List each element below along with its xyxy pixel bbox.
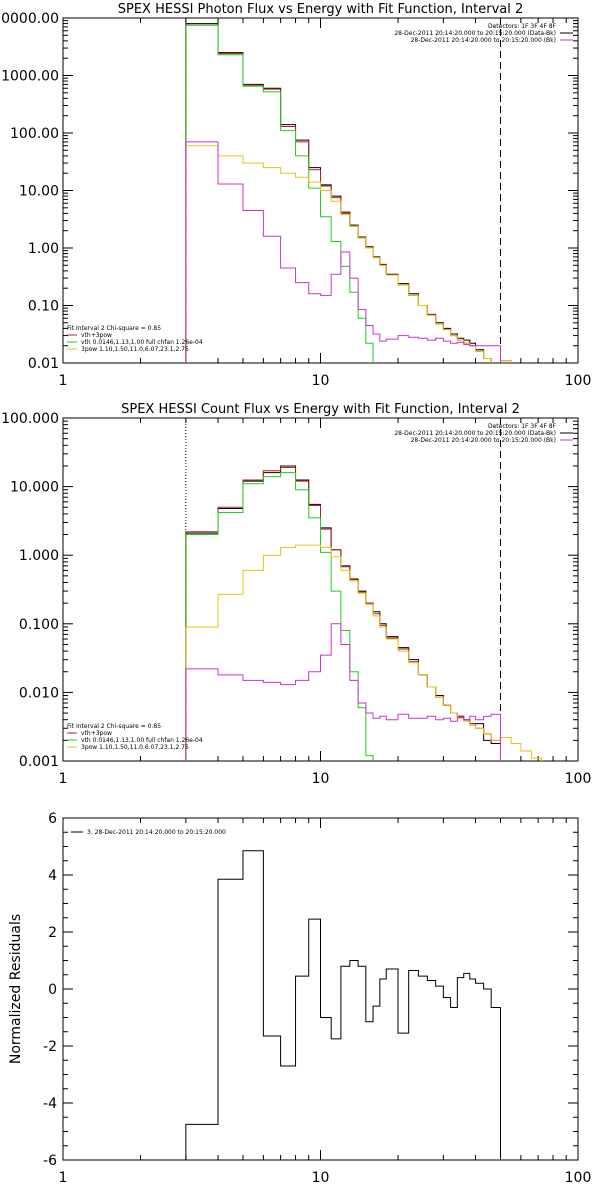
legend-fit-info: Fit Interval 2 Chi-square = 0.85 [67,723,161,730]
header-line: 28-Dec-2011 20:14:20.000 to 20:15:20.000… [394,430,556,437]
panel-3: 1 10 100 -6 -4 -2 0 2 4 6 Normalized Residuals 3, 2… [8,811,591,1186]
y-tick-label: 100.00 [10,126,59,142]
series-2-line [185,466,501,761]
y-tick-label: 6 [48,811,57,827]
x-tick-label: 1 [59,1170,68,1186]
chart-title: SPEX HESSI Photon Flux vs Energy with Fi… [118,2,524,17]
legend-label: vth 0.0146,1.13,1.00 full chfan 1.26e-04 [81,737,203,744]
y-tick-label: 1000.00 [1,69,59,85]
header-line: 28-Dec-2011 20:14:20.000 to 20:15:20.000… [394,30,556,37]
x-tick-label: 10 [312,373,330,389]
x-tick-label: 100 [565,771,592,787]
x-tick-label: 10 [312,771,330,787]
legend-label: vth+3pow [81,730,112,737]
legend-label: 3pow 1.10,1.50,11.0,6.07,23.1,2.75 [81,346,189,353]
series-group [185,465,542,761]
y-tick-label: 100.000 [1,411,59,427]
y-tick-label: 10.00 [19,184,59,200]
header-line: 28-Dec-2011 20:14:20.000 to 20:15:20.000… [411,37,556,44]
series-5-line [185,623,501,761]
y-tick-label: 0.001 [19,754,59,770]
y-tick-label: 10.000 [10,480,59,496]
header-line: Detectors: 1F 3F 4F 8F [488,23,557,30]
y-tick-label: 0.10 [28,299,59,315]
y-tick-label: 0000.00 [1,11,59,27]
y-tick-label: 0.01 [28,356,59,372]
series-4-line [185,544,542,761]
legend-label: vth+3pow [81,332,112,339]
y-tick-label: -4 [43,1096,57,1112]
y-tick-label: 1.000 [19,548,59,564]
chart-title: SPEX HESSI Count Flux vs Energy with Fit… [121,402,520,417]
legend-label: 3pow 1.10,1.50,11.0,6.07,23.1,2.75 [81,744,189,751]
header-line: Detectors: 1F 3F 4F 8F [488,423,557,430]
series-group [185,23,512,363]
series-4-line [185,145,512,363]
panel-1: SPEX HESSI Photon Flux vs Energy with Fi… [1,2,591,389]
y-tick-label: 0.010 [19,685,59,701]
legend-fit-info: Fit Interval 2 Chi-square = 0.85 [67,325,161,332]
series-1-line [185,23,492,363]
x-tick-label: 10 [312,1170,330,1186]
series-2-line [185,24,512,363]
y-tick-label: 0.100 [19,617,59,633]
y-tick-label: -6 [43,1153,57,1169]
series-1-line [185,850,501,1160]
series-5-line [185,141,501,363]
y-axis-label: Normalized Residuals [8,914,24,1064]
y-tick-label: 4 [48,868,57,884]
y-tick-label: 2 [48,925,57,941]
x-tick-label: 1 [59,373,68,389]
x-tick-label: 1 [59,771,68,787]
series-1-line [185,465,501,761]
series-3-line [185,24,374,363]
series-group [185,850,501,1160]
legend-label: vth 0.0146,1.13,1.00 full chfan 1.26e-04 [81,339,203,346]
legend-label: 3, 28-Dec-2011 20:14:20.000 to 20:15:20.… [87,829,226,836]
y-tick-label: 1.00 [28,241,59,257]
y-tick-label: 0 [48,982,57,998]
header-line: 28-Dec-2011 20:14:20.000 to 20:15:20.000… [411,437,556,444]
x-tick-label: 100 [565,1170,592,1186]
panel-2: SPEX HESSI Count Flux vs Energy with Fit… [1,402,591,787]
x-tick-label: 100 [565,373,592,389]
y-tick-label: -2 [43,1039,57,1055]
